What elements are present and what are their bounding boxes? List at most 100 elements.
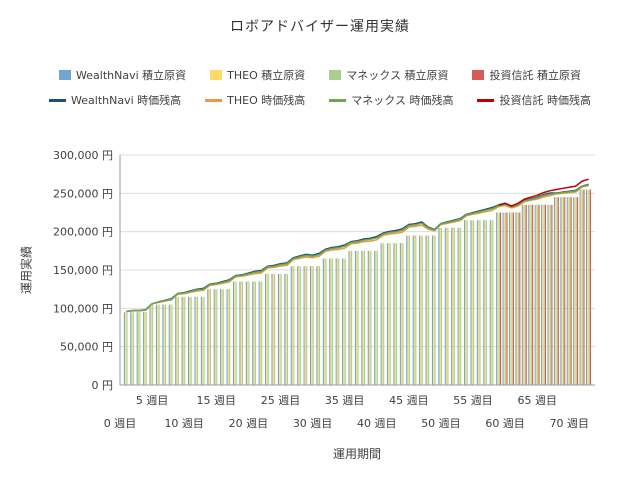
bar — [580, 189, 582, 385]
bar — [511, 212, 513, 385]
bar — [389, 243, 391, 385]
bar — [500, 212, 502, 385]
legend-item-monex-principal: マネックス 積立原資 — [329, 67, 448, 83]
bar — [471, 220, 473, 385]
bar — [155, 304, 158, 385]
legend-label: WealthNavi 積立原資 — [76, 69, 187, 82]
bar — [380, 243, 382, 385]
bar — [335, 258, 337, 385]
y-tick-label: 200,000 円 — [53, 226, 113, 239]
bar — [144, 312, 146, 385]
x-tick-label: 5 週目 — [136, 394, 169, 407]
legend-item-theo-value: THEO 時価残高 — [205, 92, 305, 108]
bar — [266, 273, 268, 385]
bar — [464, 220, 466, 385]
bar — [361, 250, 363, 385]
bar — [551, 204, 553, 385]
bar — [476, 220, 478, 385]
bar-series-toshin — [500, 189, 591, 385]
bar — [188, 296, 190, 385]
bar — [528, 204, 530, 385]
bar — [195, 296, 197, 385]
legend-item-monex-value: マネックス 時価残高 — [329, 92, 453, 108]
bar — [286, 273, 288, 385]
bar — [241, 281, 244, 385]
bar — [298, 266, 300, 385]
bar — [535, 204, 538, 385]
legend-item-theo-principal: THEO 積立原資 — [210, 67, 305, 83]
bar — [524, 204, 526, 385]
bar — [473, 220, 475, 385]
bar — [583, 189, 585, 385]
bar — [560, 197, 562, 385]
bar — [521, 204, 523, 385]
bar-series-wealthnavi — [123, 189, 588, 385]
bar — [515, 212, 517, 385]
line-series-theo — [126, 184, 589, 313]
bar — [130, 312, 132, 385]
bar — [550, 204, 552, 385]
bar — [555, 197, 557, 385]
bar — [274, 273, 276, 385]
wealthnavi-principal-swatch-icon — [59, 70, 72, 80]
bar — [588, 189, 590, 385]
bar — [502, 212, 504, 385]
bar — [306, 266, 308, 385]
chart-title: ロボアドバイザー運用実績 — [230, 19, 410, 35]
bar — [529, 204, 531, 385]
bar — [197, 296, 199, 385]
bar — [309, 266, 312, 385]
bar — [293, 266, 295, 385]
bar — [235, 281, 237, 385]
bar — [189, 296, 191, 385]
bar — [433, 235, 435, 385]
bar — [245, 281, 247, 385]
bar — [519, 212, 521, 385]
bar — [388, 243, 390, 385]
y-tick-label: 250,000 円 — [53, 187, 113, 200]
bar — [367, 250, 369, 385]
bar — [324, 258, 326, 385]
bar — [381, 243, 383, 385]
x-tick-label: 30 週目 — [293, 417, 333, 430]
bar — [356, 250, 358, 385]
theo-principal-swatch-icon — [210, 70, 223, 80]
bar — [143, 312, 145, 385]
bar — [582, 189, 584, 385]
bar — [496, 212, 498, 385]
bar — [444, 227, 446, 385]
bar — [304, 266, 306, 385]
bar — [265, 273, 267, 385]
legend-label: WealthNavi 時価残高 — [71, 94, 182, 107]
bar — [483, 220, 485, 385]
x-axis-title: 運用期間 — [332, 447, 382, 461]
bar — [570, 197, 572, 385]
bar — [575, 197, 577, 385]
x-tick-label: 45 週目 — [389, 394, 429, 407]
bar — [329, 258, 331, 385]
bar — [226, 289, 228, 385]
bar — [229, 289, 231, 385]
bar — [149, 304, 151, 385]
bar — [408, 235, 410, 385]
bar — [123, 312, 125, 385]
bar — [297, 266, 299, 385]
bar — [240, 281, 242, 385]
bar — [421, 235, 423, 385]
bar — [489, 220, 491, 385]
legend-label: マネックス 積立原資 — [346, 69, 449, 82]
bar — [438, 227, 440, 385]
bar — [221, 289, 223, 385]
bar — [470, 220, 472, 385]
bar — [374, 250, 376, 385]
bar — [492, 220, 494, 385]
bar — [184, 296, 186, 385]
x-tick-label: 55 週目 — [453, 394, 493, 407]
bar — [252, 281, 254, 385]
bar — [181, 296, 183, 385]
bar — [292, 266, 294, 385]
bar — [484, 220, 486, 385]
bar — [259, 281, 262, 385]
bar — [566, 197, 568, 385]
bar — [200, 296, 202, 385]
